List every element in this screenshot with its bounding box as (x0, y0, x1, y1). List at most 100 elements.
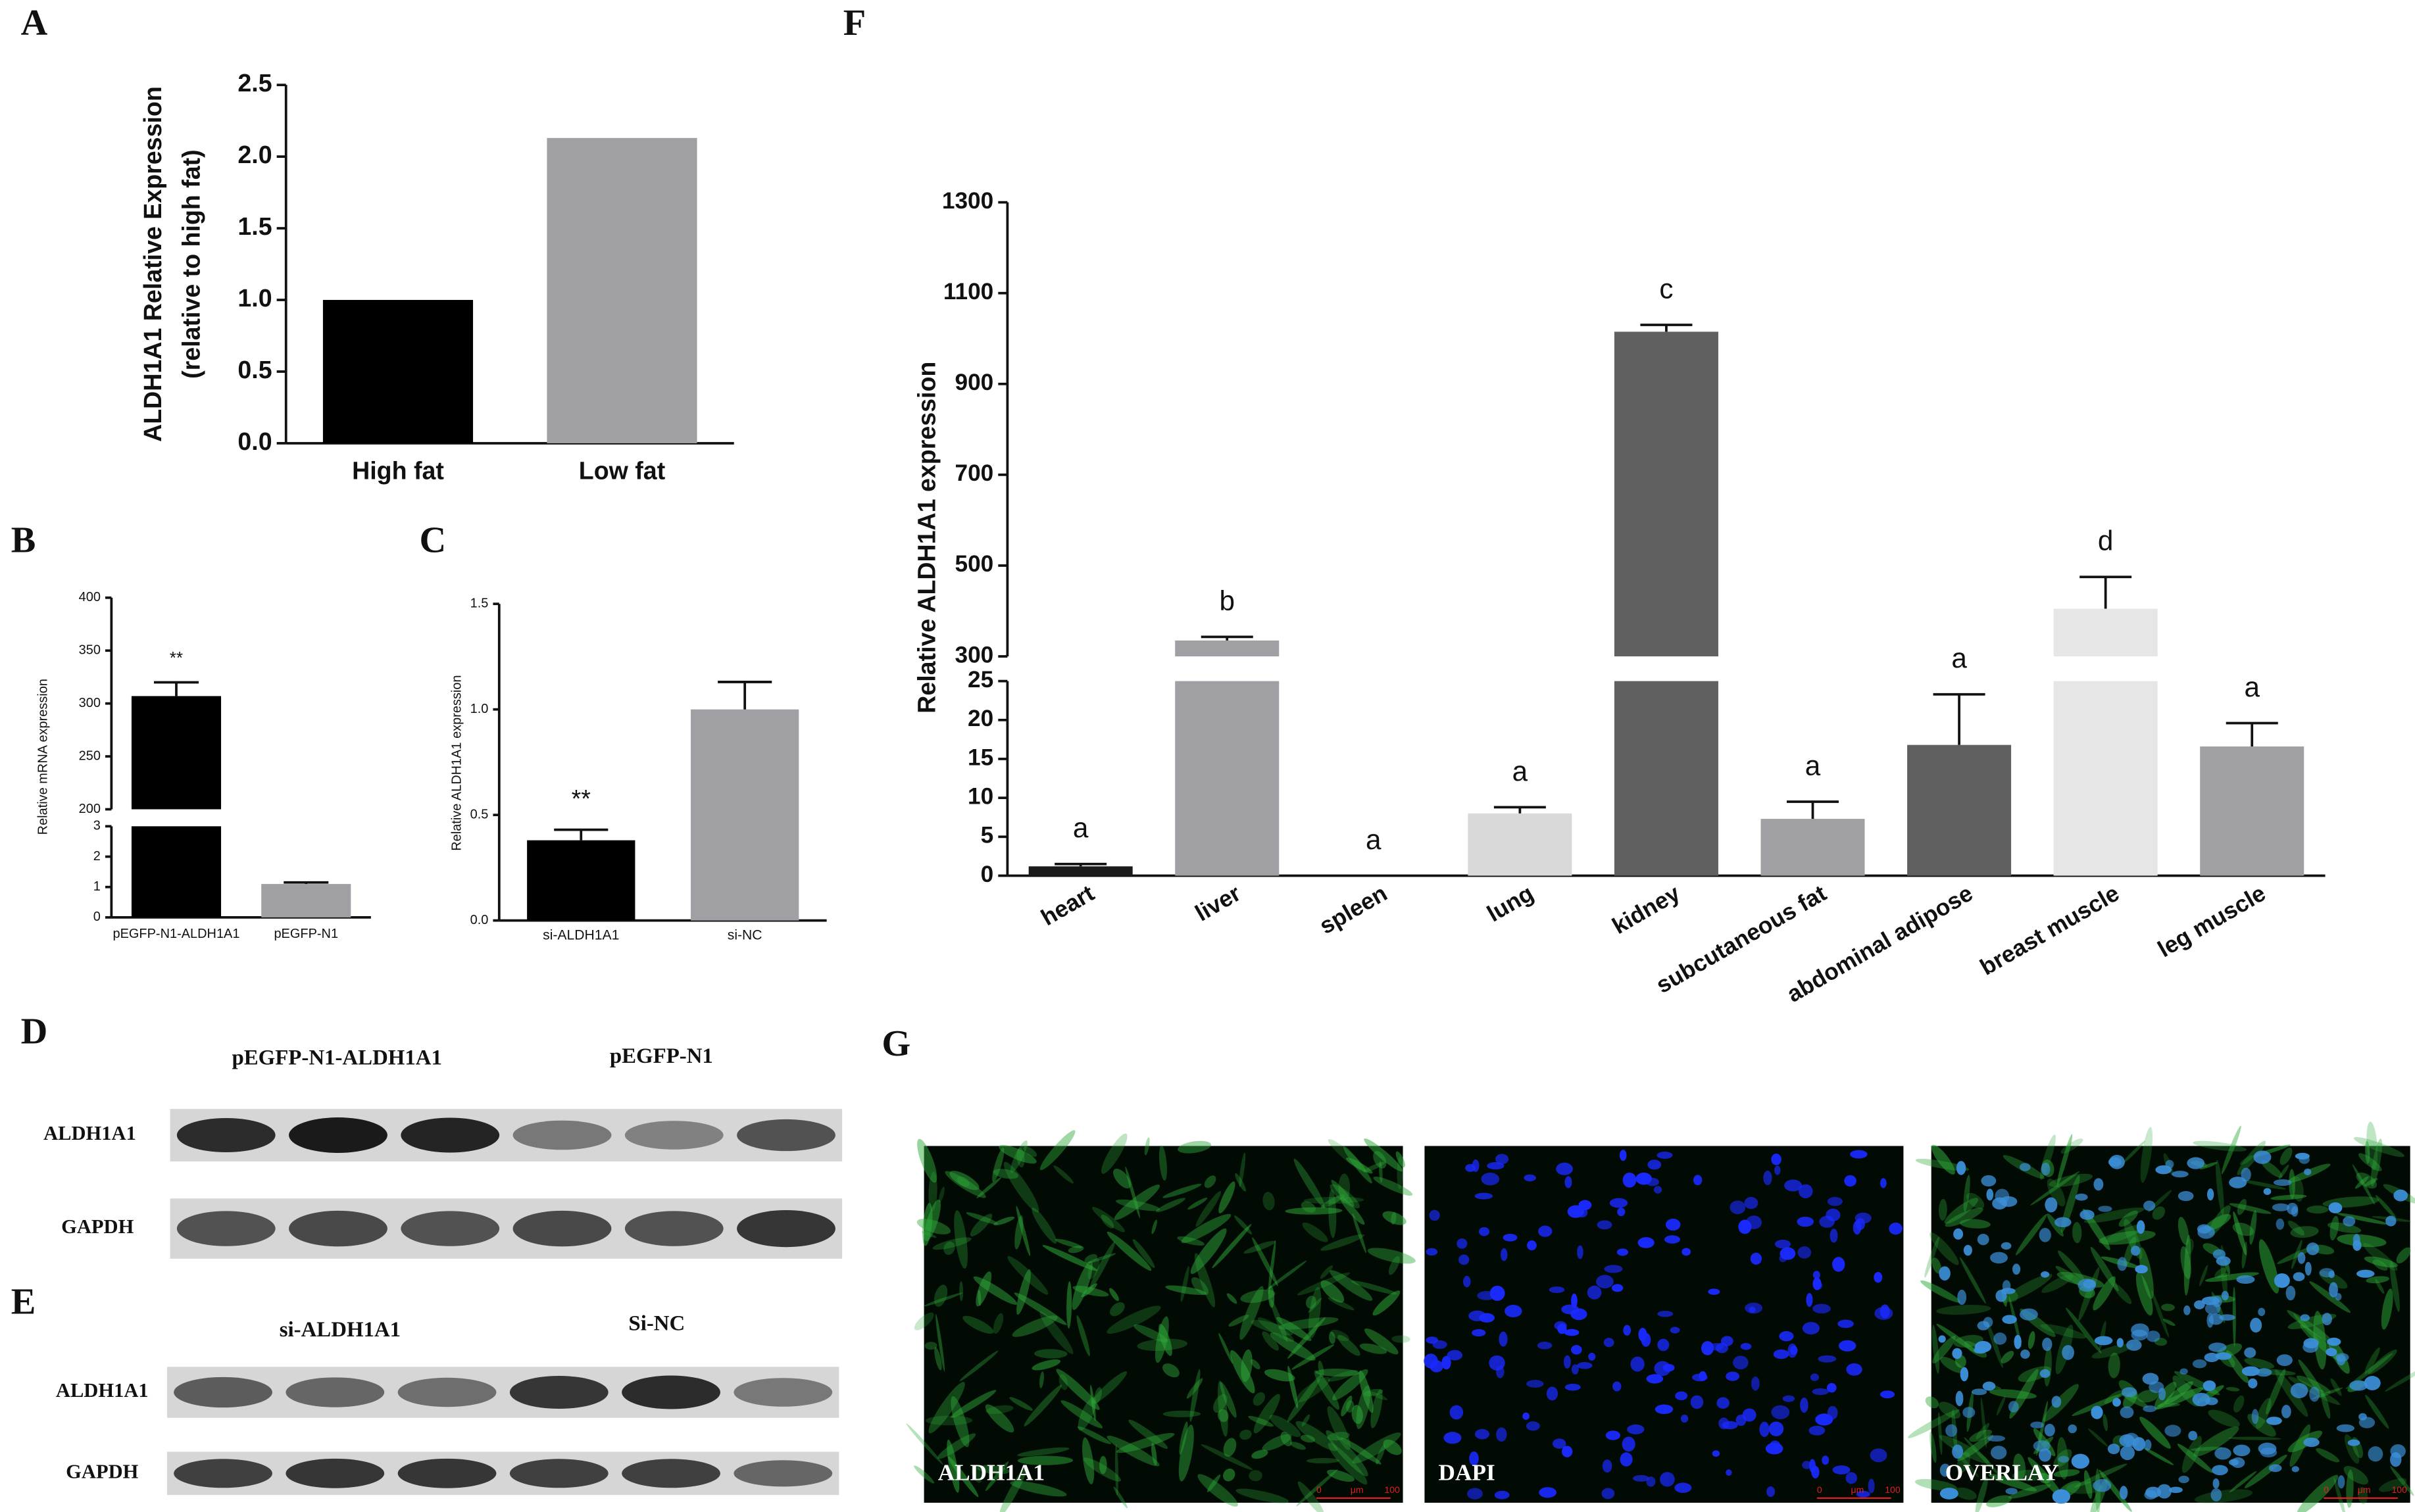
nucleus (1750, 1252, 1762, 1265)
cell-signal (1010, 1480, 1067, 1497)
cell-signal (1931, 1257, 1942, 1274)
nucleus (1977, 1321, 1990, 1330)
blot-band (289, 1210, 387, 1247)
cell-signal (2112, 1283, 2132, 1304)
nucleus (2169, 1486, 2183, 1494)
nucleus (1655, 1404, 1674, 1415)
cell-signal (2065, 1307, 2102, 1353)
cell-signal (1009, 1397, 1033, 1411)
micrograph (1424, 1146, 1904, 1503)
cell-signal (1042, 1245, 1098, 1271)
nucleus (1680, 1414, 1689, 1423)
cell-signal (951, 1390, 997, 1418)
cell-signal (1346, 1400, 1355, 1413)
cell-signal (2190, 1446, 2223, 1451)
panel-letter: C (419, 520, 446, 561)
x-tick-label: heart (1037, 880, 1099, 931)
cell-signal (1257, 1317, 1295, 1342)
cell-signal (1162, 1410, 1201, 1417)
nucleus (2281, 1405, 2291, 1419)
cell-signal (2232, 1223, 2254, 1236)
cell-signal (947, 1456, 979, 1498)
significance-label: a (1073, 812, 1089, 843)
nucleus (1622, 1172, 1637, 1188)
cell-signal (1179, 1421, 1188, 1455)
blot-band (509, 1375, 609, 1409)
cell-signal (2226, 1386, 2240, 1392)
cell-signal (1940, 1356, 1964, 1373)
nucleus (1945, 1424, 1958, 1437)
nucleus (1465, 1163, 1476, 1172)
nucleus (1827, 1196, 1843, 1206)
cell-signal (1388, 1256, 1400, 1275)
nucleus (2304, 1168, 2312, 1176)
nucleus (2014, 1334, 2022, 1350)
blot-band (737, 1119, 835, 1152)
cell-signal (2053, 1469, 2080, 1477)
blot-group-label: si-ALDH1A1 (280, 1318, 401, 1342)
nucleus (1693, 1175, 1703, 1186)
y-tick-label: 0.0 (237, 427, 272, 455)
y-tick-label: 300 (79, 696, 101, 710)
nucleus (1653, 1186, 1662, 1194)
nucleus (1620, 1452, 1633, 1467)
cell-signal (2291, 1239, 2303, 1269)
cell-signal (934, 1347, 942, 1371)
nucleus (1962, 1407, 1976, 1418)
cell-signal (1285, 1207, 1343, 1215)
cell-signal (1262, 1331, 1279, 1351)
cell-signal (1114, 1184, 1160, 1220)
cell-signal (1253, 1392, 1266, 1406)
cell-signal (2327, 1222, 2362, 1233)
nucleus (1474, 1428, 1490, 1440)
nucleus (1675, 1391, 1688, 1401)
cell-signal (2390, 1466, 2414, 1496)
cell-signal (1264, 1369, 1295, 1382)
nucleus (1657, 1338, 1670, 1352)
cell-signal (1351, 1280, 1397, 1295)
cell-signal (1014, 1215, 1024, 1250)
nucleus (2306, 1242, 2320, 1256)
nucleus (1838, 1340, 1856, 1352)
cell-signal (1280, 1431, 1292, 1447)
cell-signal (1177, 1236, 1205, 1246)
nucleus (2094, 1336, 2113, 1346)
nucleus (1812, 1388, 1830, 1396)
cell-signal (1290, 1442, 1306, 1450)
cell-signal (2139, 1417, 2171, 1449)
cell-signal (1936, 1304, 1991, 1315)
nucleus (2276, 1354, 2293, 1367)
nucleus (1771, 1405, 1790, 1420)
nucleus (1880, 1178, 1887, 1188)
blot-band (512, 1120, 612, 1150)
bar (1028, 866, 1133, 876)
cell-signal (2379, 1478, 2407, 1492)
cell-signal (2151, 1290, 2169, 1338)
nucleus (1564, 1383, 1581, 1391)
nucleus (2303, 1341, 2318, 1353)
y-tick-label: 350 (79, 643, 101, 657)
nucleus (1681, 1248, 1691, 1256)
nucleus (1759, 1421, 1770, 1437)
cell-signal (2370, 1138, 2383, 1186)
cell-signal (993, 1313, 1004, 1334)
cell-signal (1039, 1371, 1044, 1388)
cell-signal (2364, 1256, 2398, 1268)
cell-signal (1158, 1145, 1167, 1181)
nucleus (1499, 1331, 1508, 1347)
cell-signal (1178, 1425, 1194, 1482)
cell-signal (2233, 1395, 2245, 1413)
nucleus (1774, 1165, 1781, 1175)
blot-band (509, 1459, 609, 1488)
nucleus (1827, 1405, 1838, 1420)
cell-signal (959, 1350, 999, 1382)
nucleus (1646, 1374, 1664, 1384)
blot-band (734, 1460, 833, 1487)
y-tick-label: 25 (968, 667, 993, 693)
cell-signal (914, 1312, 934, 1330)
cell-signal (2103, 1414, 2108, 1432)
nucleus (1564, 1176, 1572, 1188)
blot-band (622, 1375, 720, 1409)
nucleus (2143, 1200, 2156, 1211)
